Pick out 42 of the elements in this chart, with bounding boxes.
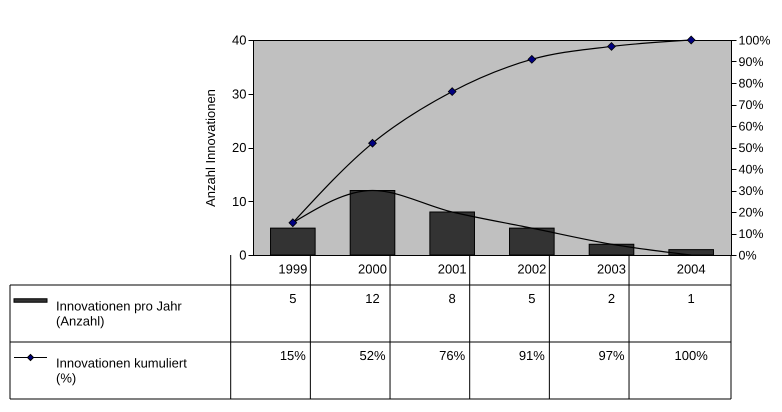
- point: [448, 87, 456, 96]
- y2-tick-label: 30%: [738, 184, 764, 198]
- data-label: 5: [528, 291, 536, 306]
- y2-tick-label: 70%: [738, 98, 764, 112]
- x-tick-label: 2001: [438, 262, 467, 276]
- y2-tick-label: 50%: [738, 141, 764, 155]
- y-axis-title: Anzahl Innovationen: [203, 89, 218, 207]
- x-tick-label: 2004: [676, 262, 706, 276]
- y2-tick-label: 100%: [738, 34, 770, 48]
- y-tick-label: 10: [232, 194, 246, 209]
- x-tick-label: 1999: [278, 262, 308, 276]
- legend-label: Innovationen kumuliert (%): [56, 356, 188, 386]
- data-label: 1: [688, 291, 695, 306]
- data-label: 91%: [518, 348, 546, 363]
- y-tick-label: 40: [232, 32, 246, 48]
- y-tick-label: 30: [232, 86, 246, 102]
- x-tick-label: 2000: [358, 262, 387, 276]
- data-label: 8: [448, 291, 456, 306]
- point: [607, 42, 616, 51]
- y-tick-label: 20: [232, 140, 246, 155]
- legend-label: Innovationen pro Jahr (Anzahl): [56, 298, 182, 328]
- x-tick-label: 2003: [597, 262, 626, 276]
- y2-tick-label: 80%: [738, 76, 764, 90]
- data-label: 15%: [280, 348, 306, 363]
- y2-tick-label: 10%: [738, 227, 764, 241]
- data-label: 76%: [439, 348, 466, 363]
- data-label: 97%: [598, 348, 625, 363]
- y2-tick-label: 20%: [738, 206, 764, 220]
- x-tick-label: 2002: [517, 262, 546, 276]
- data-label: 52%: [359, 348, 386, 363]
- point: [368, 138, 377, 148]
- data-label: 5: [289, 291, 296, 306]
- point: [686, 36, 696, 44]
- point: [528, 55, 536, 64]
- y2-tick-label: 0%: [738, 248, 757, 262]
- data-label: 2: [608, 291, 616, 306]
- data-label: 100%: [674, 348, 708, 363]
- y2-tick-label: 60%: [738, 120, 764, 134]
- y-tick-label: 0: [239, 248, 246, 262]
- data-label: 12: [365, 291, 380, 306]
- y2-tick-label: 40%: [738, 162, 764, 176]
- y2-tick-label: 90%: [738, 55, 764, 69]
